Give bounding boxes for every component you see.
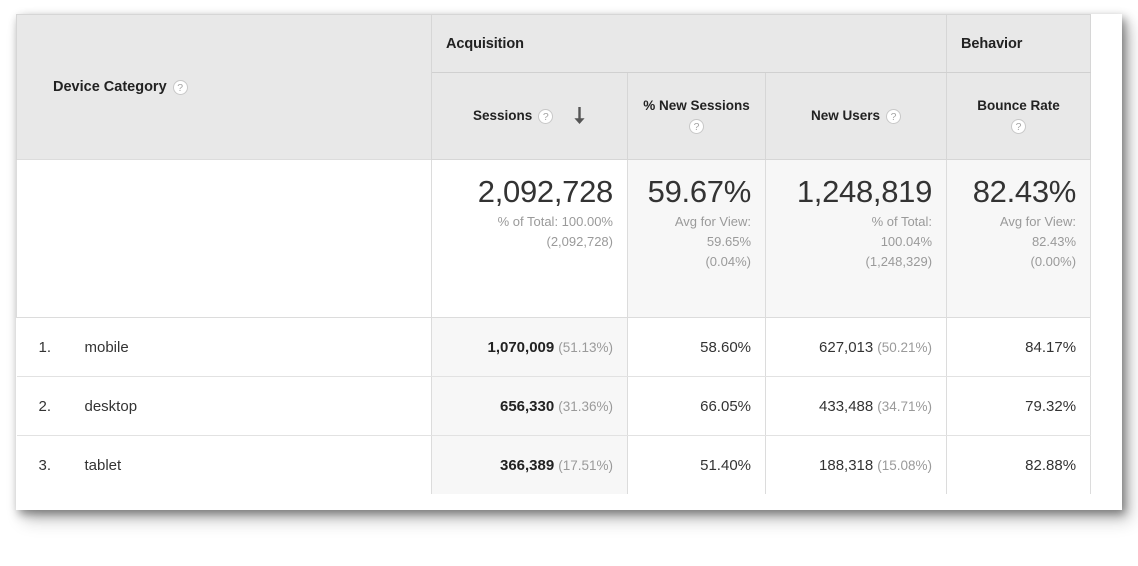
column-header-new-users[interactable]: New Users? [764, 72, 948, 160]
dimension-header-label: Device Category [53, 79, 167, 95]
row-new-users-cell: 433,488 (34.71%) [764, 376, 948, 436]
row-rank: 1. [38, 338, 52, 356]
row-new-users-value: 188,318 [819, 456, 874, 474]
row-dimension-cell: 3. tablet [16, 435, 432, 494]
summary-sessions-note-2: (2,092,728) [546, 234, 614, 249]
row-bounce-rate-cell: 79.32% [946, 376, 1092, 436]
row-sessions-value: 656,330 [499, 397, 555, 415]
row-sessions-cell: 656,330 (31.36%) [431, 376, 628, 436]
row-new-users-percent: (15.08%) [877, 457, 933, 473]
help-question-icon[interactable]: ? [1011, 119, 1027, 134]
row-pct-new-sessions-cell: 66.05% [627, 376, 766, 436]
summary-new-users-note-2: 100.04% [880, 234, 933, 249]
row-pct-new-sessions-cell: 51.40% [627, 435, 766, 494]
column-header-pct-new-sessions-label: % New Sessions [643, 98, 750, 113]
row-bounce-rate-cell: 82.88% [946, 435, 1092, 494]
sort-descending-arrow-icon[interactable] [573, 106, 586, 126]
summary-sessions-cell: 2,092,728 % of Total: 100.00% (2,092,728… [431, 159, 628, 318]
summary-bounce-rate-cell: 82.43% Avg for View: 82.43% (0.00%) [946, 159, 1092, 318]
summary-new-users-note-1: % of Total: [871, 214, 933, 229]
row-new-users-value: 433,488 [819, 397, 874, 415]
summary-bounce-rate-note-2: 82.43% [1031, 234, 1077, 249]
help-icon-row: ? [643, 116, 750, 134]
column-header-bounce-rate[interactable]: Bounce Rate ? [946, 72, 1092, 160]
row-rank: 3. [38, 456, 52, 474]
column-header-bounce-rate-label: Bounce Rate [977, 98, 1060, 113]
column-header-sessions[interactable]: Sessions? [431, 72, 628, 160]
summary-pct-new-sessions-note-3: (0.04%) [705, 254, 751, 269]
group-header-behavior: Behavior [946, 14, 1092, 73]
row-dimension-cell: 2. desktop [16, 376, 432, 436]
row-dimension-cell: 1. mobile [16, 317, 432, 377]
summary-bounce-rate-value: 82.43% [972, 174, 1077, 209]
row-bounce-rate-cell: 84.17% [946, 317, 1092, 377]
help-question-icon[interactable]: ? [688, 119, 704, 134]
summary-dimension-cell [16, 159, 432, 318]
summary-bounce-rate-note-3: (0.00%) [1030, 254, 1077, 269]
summary-sessions-value: 2,092,728 [477, 174, 614, 209]
help-question-icon[interactable]: ? [172, 79, 188, 95]
row-rank: 2. [38, 397, 52, 415]
row-dimension-label[interactable]: desktop [84, 397, 138, 415]
row-sessions-cell: 366,389 (17.51%) [431, 435, 628, 494]
help-question-icon[interactable]: ? [886, 108, 902, 124]
row-new-users-value: 627,013 [819, 338, 874, 356]
table-group-header-row: Device Category? Acquisition Behavior [16, 14, 1092, 160]
row-new-users-percent: (50.21%) [877, 339, 933, 355]
column-header-sessions-label: Sessions [472, 107, 533, 123]
table-row[interactable]: 3. tablet 366,389 (17.51%) 51.40% 188,318(… [16, 435, 1092, 494]
row-sessions-percent: (51.13%) [558, 339, 613, 355]
summary-new-users-value: 1,248,819 [796, 174, 933, 209]
row-pct-new-sessions-cell: 58.60% [627, 317, 766, 377]
table-row[interactable]: 1. mobile 1,070,009 (51.13%) 58.60% 627,01… [16, 317, 1092, 377]
group-header-acquisition: Acquisition [430, 14, 948, 73]
row-bounce-rate-value: 79.32% [1025, 397, 1077, 415]
row-bounce-rate-value: 82.88% [1025, 456, 1077, 474]
summary-pct-new-sessions-note-1: Avg for View: [674, 214, 751, 229]
table-metric-header-row: Sessions? % New Sessions ? [17, 72, 1092, 160]
column-header-pct-new-sessions[interactable]: % New Sessions ? [627, 72, 766, 160]
table-summary-row: 2,092,728 % of Total: 100.00% (2,092,728… [16, 159, 1092, 318]
row-new-users-cell: 627,013 (50.21%) [764, 317, 948, 377]
group-header-behavior-label: Behavior [961, 35, 1023, 52]
column-header-new-users-inner: New Users? [810, 108, 902, 124]
summary-new-users-cell: 1,248,819 % of Total: 100.04% (1,248,329… [764, 159, 948, 318]
row-new-users-cell: 188,318 (15.08%) [764, 435, 948, 494]
column-header-bounce-rate-inner: Bounce Rate ? [977, 98, 1060, 134]
column-header-pct-new-sessions-inner: % New Sessions ? [643, 98, 750, 134]
summary-pct-new-sessions-cell: 59.67% Avg for View: 59.65% (0.04%) [627, 159, 766, 318]
summary-sessions-note-1: % of Total: 100.00% [497, 214, 613, 229]
device-category-report-table: Device Category? Acquisition Behavior Se… [16, 14, 1092, 494]
row-pct-new-sessions-value: 58.60% [700, 338, 751, 356]
row-sessions-value: 366,389 [499, 456, 555, 474]
row-sessions-percent: (31.36%) [558, 398, 613, 414]
row-bounce-rate-value: 84.17% [1025, 338, 1077, 356]
help-icon-row: ? [977, 116, 1060, 134]
row-pct-new-sessions-value: 51.40% [700, 456, 751, 474]
summary-pct-new-sessions-note-2: 59.65% [706, 234, 751, 249]
summary-bounce-rate-note-1: Avg for View: [999, 214, 1077, 229]
table-row[interactable]: 2. desktop 656,330 (31.36%) 66.05% 433,488… [16, 376, 1092, 436]
row-new-users-percent: (34.71%) [877, 398, 933, 414]
help-question-icon[interactable]: ? [538, 108, 554, 124]
row-sessions-value: 1,070,009 [487, 338, 555, 356]
summary-new-users-note-3: (1,248,329) [865, 254, 933, 269]
group-header-acquisition-label: Acquisition [446, 35, 524, 52]
column-header-sessions-inner: Sessions? [472, 107, 554, 124]
row-sessions-cell: 1,070,009 (51.13%) [431, 317, 628, 377]
dimension-header-cell[interactable]: Device Category? [16, 14, 432, 160]
row-dimension-label[interactable]: tablet [84, 456, 122, 474]
row-dimension-label[interactable]: mobile [84, 338, 129, 356]
column-header-new-users-label: New Users [810, 108, 881, 123]
summary-pct-new-sessions-value: 59.67% [647, 174, 752, 209]
row-pct-new-sessions-value: 66.05% [700, 397, 751, 415]
row-sessions-percent: (17.51%) [558, 457, 613, 473]
